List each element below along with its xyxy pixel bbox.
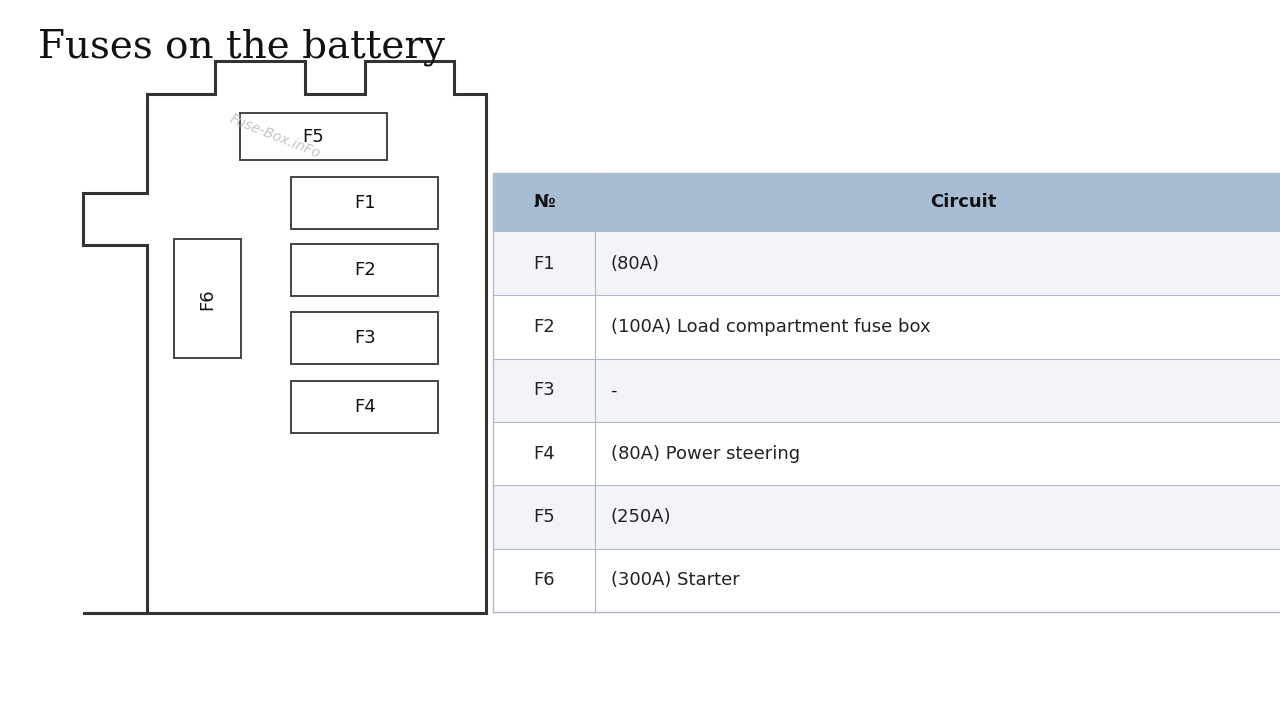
FancyBboxPatch shape <box>292 244 438 296</box>
Text: F6: F6 <box>198 288 216 310</box>
Text: F4: F4 <box>355 397 375 416</box>
Text: F2: F2 <box>534 318 554 336</box>
Text: F1: F1 <box>355 194 375 212</box>
Text: F6: F6 <box>534 571 554 589</box>
Text: (80A) Power steering: (80A) Power steering <box>611 444 800 462</box>
Text: F4: F4 <box>534 444 554 462</box>
FancyBboxPatch shape <box>174 239 241 359</box>
Text: №: № <box>534 194 554 212</box>
Text: F5: F5 <box>303 127 324 145</box>
FancyBboxPatch shape <box>292 312 438 364</box>
FancyBboxPatch shape <box>493 485 1280 549</box>
FancyBboxPatch shape <box>241 113 387 160</box>
FancyBboxPatch shape <box>292 177 438 229</box>
Text: F3: F3 <box>355 329 375 347</box>
Text: F3: F3 <box>534 382 554 399</box>
FancyBboxPatch shape <box>493 173 1280 232</box>
Text: Circuit: Circuit <box>931 194 996 212</box>
FancyBboxPatch shape <box>292 381 438 433</box>
Text: (100A) Load compartment fuse box: (100A) Load compartment fuse box <box>611 318 931 336</box>
Text: Fuse-Box.inFo: Fuse-Box.inFo <box>228 112 323 161</box>
Text: F1: F1 <box>534 254 554 272</box>
Text: (80A): (80A) <box>611 254 659 272</box>
FancyBboxPatch shape <box>493 359 1280 422</box>
Text: F5: F5 <box>534 508 554 526</box>
Text: -: - <box>611 382 617 399</box>
FancyBboxPatch shape <box>493 232 1280 295</box>
FancyBboxPatch shape <box>493 295 1280 359</box>
Text: F2: F2 <box>355 261 375 279</box>
FancyBboxPatch shape <box>493 549 1280 612</box>
Text: (300A) Starter: (300A) Starter <box>611 571 740 589</box>
Text: (250A): (250A) <box>611 508 671 526</box>
Text: Fuses on the battery: Fuses on the battery <box>38 29 445 66</box>
FancyBboxPatch shape <box>493 422 1280 485</box>
